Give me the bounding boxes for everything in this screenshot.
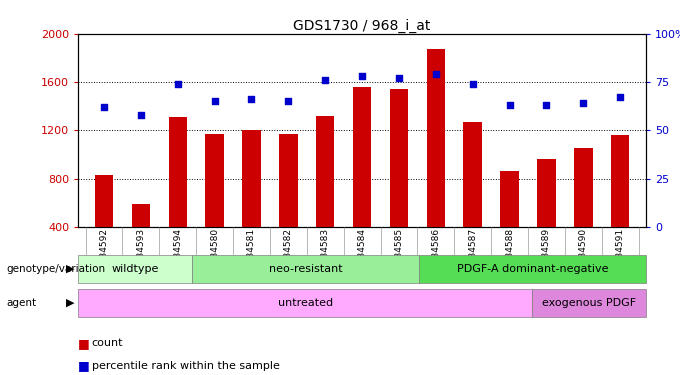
Title: GDS1730 / 968_i_at: GDS1730 / 968_i_at — [293, 19, 431, 33]
Text: GSM34587: GSM34587 — [469, 228, 477, 278]
Text: ■: ■ — [78, 337, 90, 350]
Text: GSM34591: GSM34591 — [615, 228, 625, 278]
Bar — [95, 175, 114, 227]
Bar — [279, 134, 298, 227]
Text: percentile rank within the sample: percentile rank within the sample — [92, 361, 279, 370]
Text: GSM34582: GSM34582 — [284, 228, 293, 277]
Bar — [205, 134, 224, 227]
Bar — [500, 171, 519, 227]
Text: GSM34584: GSM34584 — [358, 228, 367, 277]
Point — [172, 81, 183, 87]
Point — [541, 102, 552, 108]
Bar — [419, 255, 646, 283]
Point — [578, 100, 589, 106]
Bar — [537, 159, 556, 227]
Bar — [390, 89, 408, 227]
Bar — [242, 130, 260, 227]
Point — [135, 112, 146, 118]
Text: GSM34589: GSM34589 — [542, 228, 551, 278]
Text: neo-resistant: neo-resistant — [269, 264, 342, 274]
Bar — [78, 255, 192, 283]
Text: untreated: untreated — [277, 298, 333, 308]
Bar — [464, 122, 482, 227]
Bar — [426, 50, 445, 227]
Point — [504, 102, 515, 108]
Bar — [192, 255, 419, 283]
Bar — [316, 116, 335, 227]
Text: GSM34590: GSM34590 — [579, 228, 588, 278]
Point — [246, 96, 257, 102]
Text: PDGF-A dominant-negative: PDGF-A dominant-negative — [457, 264, 608, 274]
Bar — [611, 135, 630, 227]
Text: GSM34594: GSM34594 — [173, 228, 182, 277]
Text: GSM34593: GSM34593 — [137, 228, 146, 278]
Point — [467, 81, 478, 87]
Bar — [574, 148, 592, 227]
Point — [320, 77, 330, 83]
Text: GSM34592: GSM34592 — [99, 228, 109, 277]
Text: wildtype: wildtype — [112, 264, 158, 274]
Bar — [353, 87, 371, 227]
Text: ■: ■ — [78, 359, 90, 372]
Text: exogenous PDGF: exogenous PDGF — [542, 298, 636, 308]
Text: ▶: ▶ — [66, 264, 74, 274]
Point — [430, 71, 441, 77]
Text: ▶: ▶ — [66, 298, 74, 308]
Point — [615, 94, 626, 100]
Text: agent: agent — [7, 298, 37, 308]
Text: GSM34585: GSM34585 — [394, 228, 403, 278]
Text: genotype/variation: genotype/variation — [7, 264, 106, 274]
Text: GSM34580: GSM34580 — [210, 228, 219, 278]
Bar — [532, 289, 646, 317]
Bar — [132, 204, 150, 227]
Point — [209, 98, 220, 104]
Point — [394, 75, 405, 81]
Bar — [78, 289, 532, 317]
Text: GSM34586: GSM34586 — [431, 228, 441, 278]
Text: count: count — [92, 338, 123, 348]
Point — [283, 98, 294, 104]
Text: GSM34581: GSM34581 — [247, 228, 256, 278]
Bar — [169, 117, 187, 227]
Point — [99, 104, 109, 110]
Text: GSM34583: GSM34583 — [321, 228, 330, 278]
Text: GSM34588: GSM34588 — [505, 228, 514, 278]
Point — [356, 73, 367, 79]
